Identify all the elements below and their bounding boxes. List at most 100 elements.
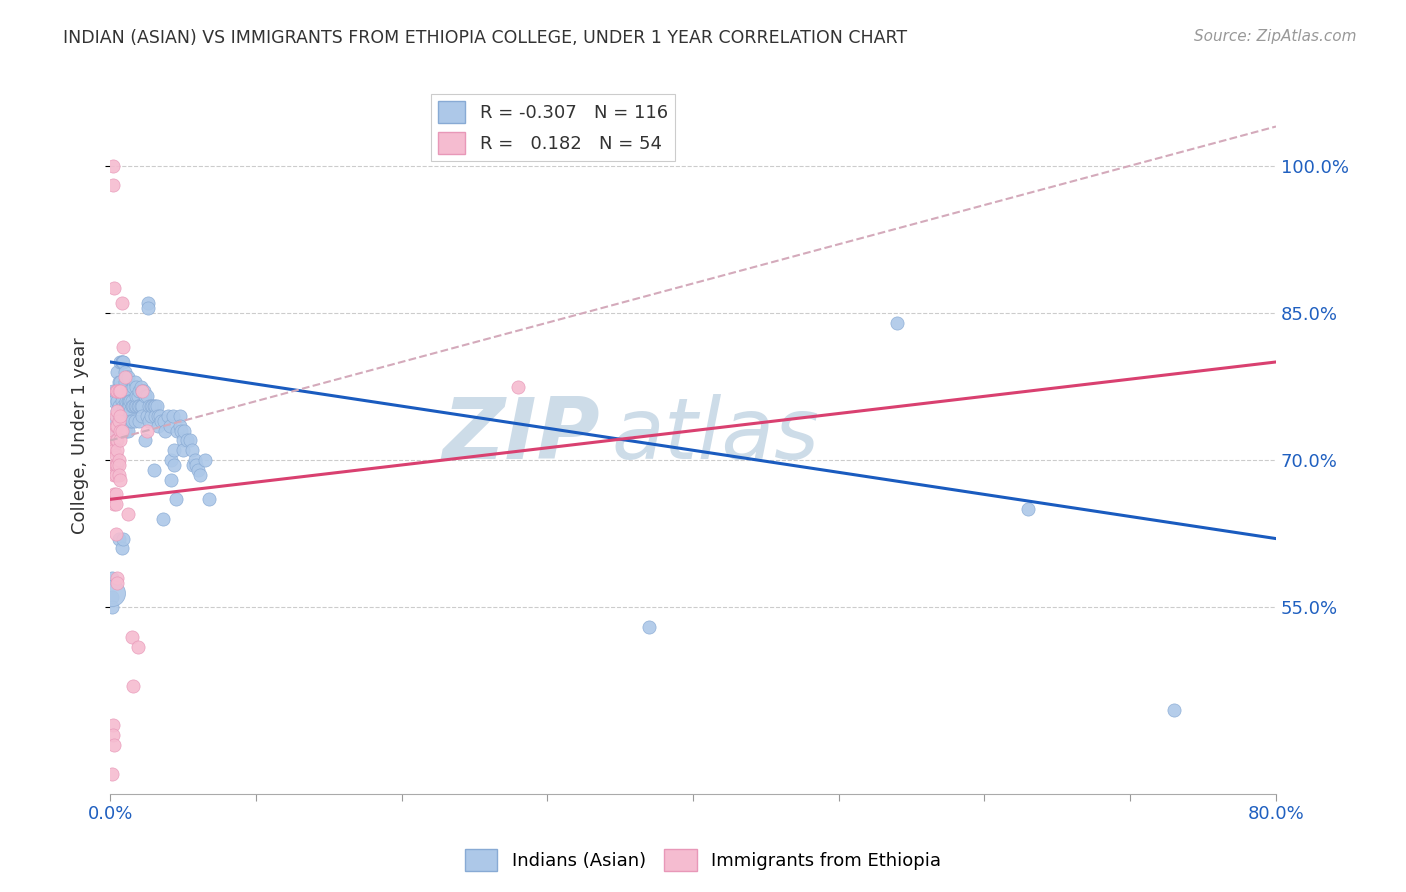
Point: [128, 384, 150, 399]
Point: [117, 424, 139, 438]
Point: [125, 389, 148, 403]
Point: [105, 365, 128, 379]
Point: [160, 473, 183, 487]
Point: [112, 399, 135, 413]
Point: [101, 728, 124, 742]
Point: [117, 394, 139, 409]
Point: [162, 409, 184, 423]
Point: [103, 424, 125, 438]
Point: [105, 443, 128, 458]
Point: [170, 424, 193, 438]
Point: [886, 316, 908, 330]
Point: [110, 409, 132, 423]
Point: [180, 443, 202, 458]
Point: [117, 369, 139, 384]
Point: [111, 355, 134, 369]
Point: [110, 375, 132, 389]
Point: [131, 384, 153, 399]
Point: [1017, 502, 1039, 516]
Point: [124, 399, 146, 413]
Point: [121, 414, 143, 428]
Point: [108, 458, 131, 472]
Point: [104, 409, 127, 423]
Point: [194, 453, 217, 467]
Point: [118, 394, 141, 409]
Point: [122, 379, 145, 393]
Point: [103, 443, 125, 458]
Point: [155, 424, 177, 438]
Point: [143, 399, 166, 413]
Point: [169, 409, 191, 423]
Text: INDIAN (ASIAN) VS IMMIGRANTS FROM ETHIOPIA COLLEGE, UNDER 1 YEAR CORRELATION CHA: INDIAN (ASIAN) VS IMMIGRANTS FROM ETHIOP…: [63, 29, 907, 46]
Point: [139, 409, 162, 423]
Point: [110, 424, 132, 438]
Point: [159, 418, 181, 433]
Point: [108, 375, 131, 389]
Point: [111, 394, 134, 409]
Point: [186, 463, 208, 477]
Point: [101, 718, 124, 732]
Point: [1163, 703, 1185, 717]
Point: [103, 497, 125, 511]
Point: [104, 448, 127, 462]
Point: [165, 492, 187, 507]
Point: [638, 620, 661, 634]
Point: [184, 458, 207, 472]
Point: [134, 434, 156, 448]
Point: [103, 394, 125, 409]
Point: [114, 365, 136, 379]
Point: [125, 399, 148, 413]
Point: [169, 418, 191, 433]
Point: [122, 679, 145, 693]
Point: [100, 600, 122, 615]
Point: [120, 404, 142, 418]
Point: [105, 404, 128, 418]
Point: [121, 399, 143, 413]
Point: [110, 473, 132, 487]
Point: [508, 379, 530, 393]
Point: [110, 384, 132, 399]
Point: [139, 399, 162, 413]
Point: [172, 434, 194, 448]
Point: [103, 487, 125, 501]
Point: [115, 424, 138, 438]
Point: [149, 409, 172, 423]
Point: [105, 571, 128, 585]
Point: [110, 384, 132, 399]
Point: [136, 301, 159, 315]
Point: [173, 424, 195, 438]
Point: [108, 467, 131, 482]
Point: [181, 458, 204, 472]
Point: [172, 443, 194, 458]
Point: [118, 399, 141, 413]
Point: [104, 434, 127, 448]
Point: [112, 384, 135, 399]
Point: [110, 379, 132, 393]
Point: [125, 379, 148, 393]
Point: [135, 424, 157, 438]
Point: [105, 418, 128, 433]
Point: [121, 394, 143, 409]
Point: [129, 399, 152, 413]
Point: [145, 399, 167, 413]
Point: [122, 399, 145, 413]
Point: [127, 399, 149, 413]
Point: [131, 409, 153, 423]
Text: Source: ZipAtlas.com: Source: ZipAtlas.com: [1194, 29, 1357, 44]
Point: [104, 384, 127, 399]
Point: [108, 532, 131, 546]
Point: [103, 438, 125, 452]
Point: [105, 575, 128, 590]
Point: [101, 159, 124, 173]
Point: [117, 507, 139, 521]
Point: [118, 384, 141, 399]
Point: [112, 532, 135, 546]
Point: [105, 434, 128, 448]
Point: [112, 355, 135, 369]
Point: [117, 404, 139, 418]
Point: [153, 414, 176, 428]
Point: [108, 399, 131, 413]
Point: [166, 424, 188, 438]
Point: [143, 409, 166, 423]
Point: [120, 394, 142, 409]
